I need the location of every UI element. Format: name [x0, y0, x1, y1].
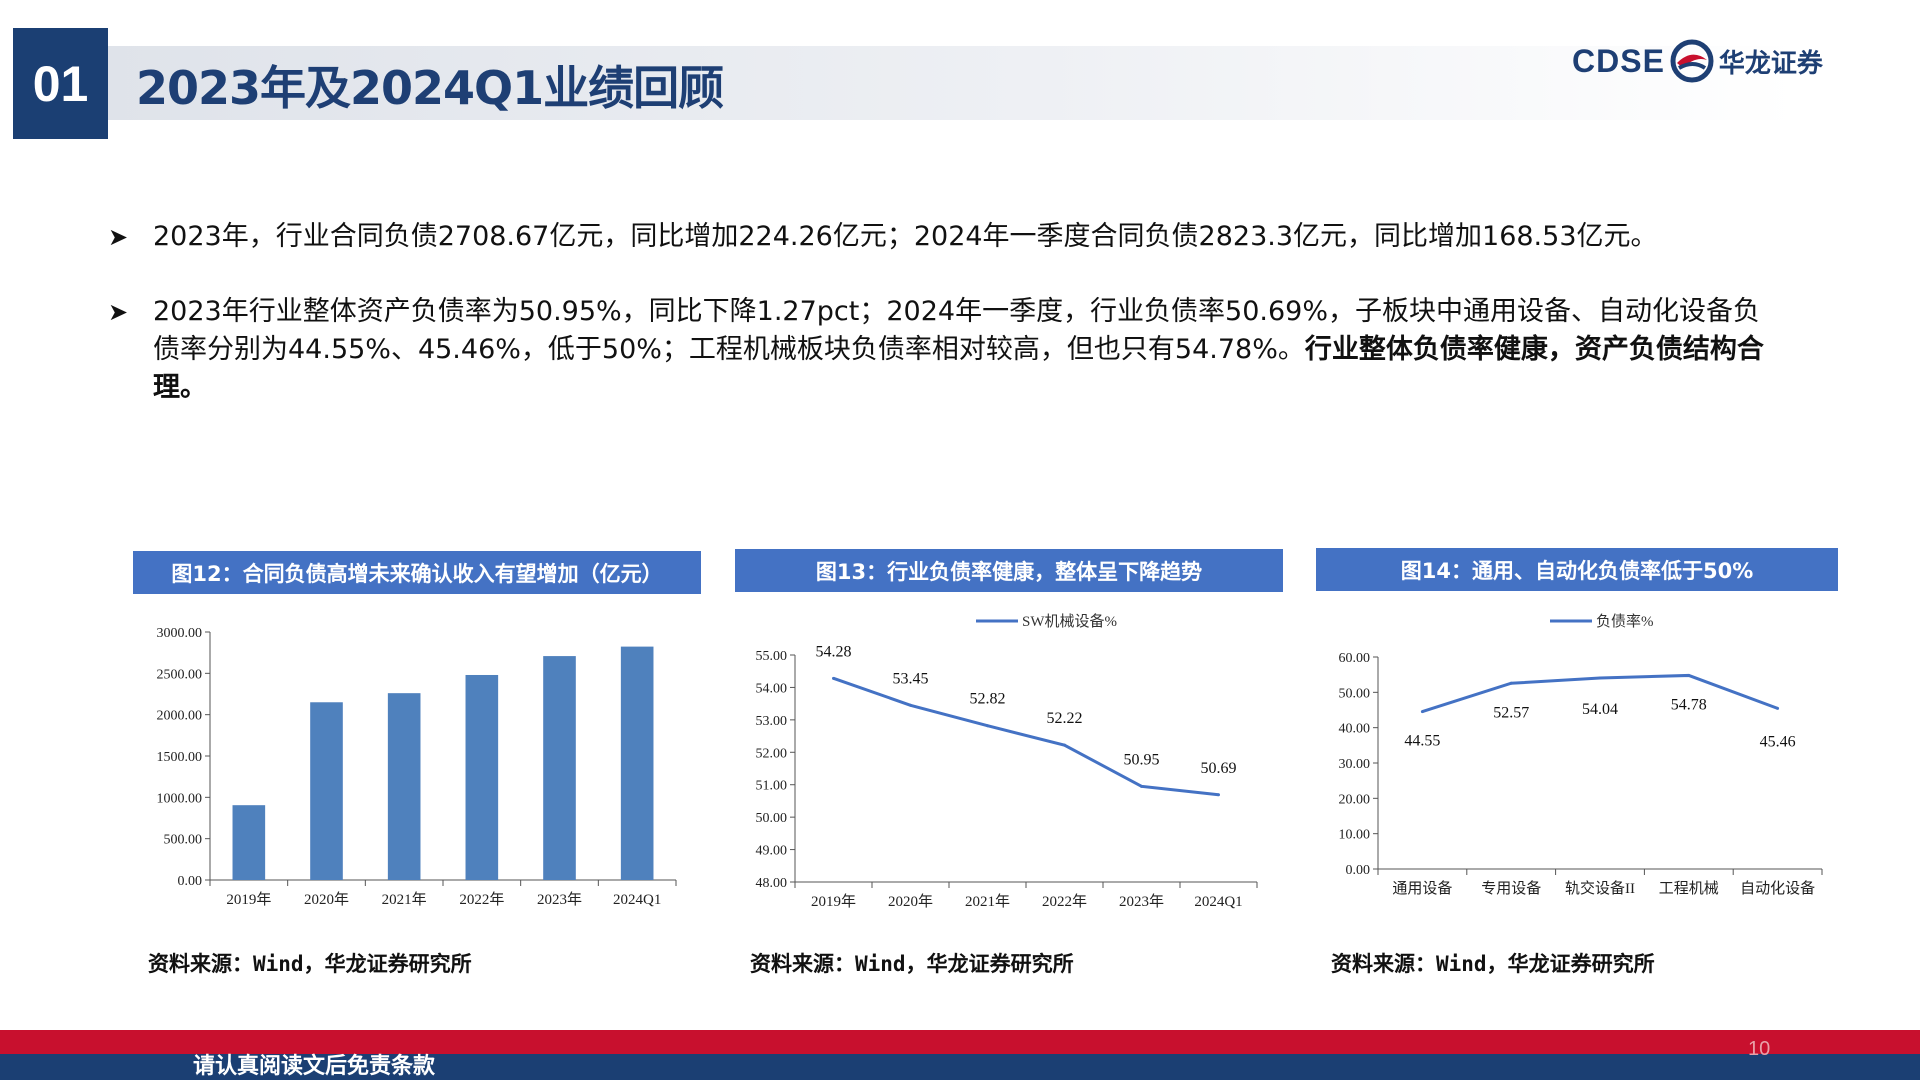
- y-tick-label: 51.00: [756, 779, 788, 794]
- x-tick-label: 2022年: [1042, 893, 1087, 910]
- data-label: 54.04: [1582, 701, 1618, 718]
- figure-source: 资料来源：Wind，华龙证券研究所: [1331, 952, 1655, 976]
- y-tick-label: 20.00: [1339, 792, 1371, 807]
- x-tick-label: 通用设备: [1392, 880, 1452, 897]
- disclaimer-link[interactable]: 请认真阅读文后免责条款: [193, 1054, 436, 1079]
- y-tick-label: 30.00: [1339, 757, 1371, 772]
- y-tick-label: 10.00: [1339, 828, 1371, 843]
- data-point: [1598, 676, 1602, 680]
- x-tick-label: 2023年: [1119, 893, 1164, 910]
- bar: [465, 674, 499, 880]
- data-point: [1509, 681, 1513, 685]
- title-band: [108, 46, 1798, 120]
- y-tick-label: 50.00: [1339, 686, 1371, 701]
- data-label: 53.45: [893, 670, 929, 687]
- bullet-item: ➤ 2023年，行业合同负债2708.67亿元，同比增加224.26亿元；202…: [108, 218, 1768, 256]
- y-tick-label: 1500.00: [157, 750, 203, 765]
- page-number: 10: [1748, 1038, 1771, 1060]
- y-tick-label: 60.00: [1339, 651, 1371, 666]
- line-chart-industry-debt-ratio: 48.00 49.00 50.00 51.00 52.00 53.00 54.00 55.00…: [756, 613, 1258, 910]
- x-tick-label: 2023年: [537, 891, 582, 908]
- y-tick-label: 48.00: [756, 876, 788, 891]
- x-tick-label: 专用设备: [1481, 880, 1541, 897]
- data-label: 54.78: [1671, 696, 1707, 713]
- y-tick-label: 49.00: [756, 844, 788, 859]
- figure-title: 图13：行业负债率健康，整体呈下降趋势: [735, 549, 1283, 592]
- figure-source: 资料来源：Wind，华龙证券研究所: [750, 952, 1074, 976]
- bullet-bold-text: 行业整体负债率健康，资产负债结构合理。: [153, 334, 1764, 403]
- x-tick-label: 2019年: [226, 891, 271, 908]
- bar-chart-contract-liabilities: 0.00 500.00 1000.00 1500.00 2000.00 2500.00 30…: [157, 626, 677, 908]
- y-tick-label: 40.00: [1339, 722, 1371, 737]
- data-label: 50.69: [1201, 760, 1237, 777]
- y-tick-label: 3000.00: [157, 626, 203, 641]
- x-tick-label: 自动化设备: [1740, 880, 1815, 897]
- y-tick-label: 2000.00: [157, 709, 203, 724]
- data-label: 44.55: [1404, 733, 1440, 750]
- y-tick-label: 55.00: [756, 649, 788, 664]
- x-tick-label: 2022年: [459, 891, 504, 908]
- legend-label: 负债率%: [1596, 613, 1654, 630]
- data-label: 45.46: [1760, 733, 1796, 750]
- bullet-text: 2023年，行业合同负债2708.67亿元，同比增加224.26亿元；2024年…: [153, 221, 1658, 252]
- bullet-list: ➤ 2023年，行业合同负债2708.67亿元，同比增加224.26亿元；202…: [108, 218, 1768, 444]
- data-point: [1687, 673, 1691, 677]
- data-point: [1420, 710, 1424, 714]
- cdse-logo-icon: [1670, 39, 1714, 83]
- x-tick-label: 2024Q1: [1194, 894, 1242, 910]
- data-point: [1217, 793, 1220, 797]
- y-tick-label: 1000.00: [157, 791, 203, 806]
- figure-title: 图12：合同负债高增未来确认收入有望增加（亿元）: [133, 551, 701, 594]
- data-point: [909, 703, 912, 707]
- data-label: 52.82: [970, 691, 1006, 708]
- y-tick-label: 52.00: [756, 746, 788, 761]
- data-label: 54.28: [816, 643, 852, 660]
- data-point: [1063, 743, 1066, 747]
- y-tick-label: 0.00: [1346, 863, 1371, 878]
- footer-red-band: [0, 1030, 1920, 1054]
- data-point: [832, 676, 835, 680]
- figure-source: 资料来源：Wind，华龙证券研究所: [148, 952, 472, 976]
- x-tick-label: 2021年: [382, 891, 427, 908]
- company-logo: CDSE 华龙证券: [1572, 38, 1823, 84]
- x-tick-label: 2019年: [811, 893, 856, 910]
- x-tick-label: 轨交设备II: [1565, 879, 1635, 897]
- series-line: [833, 676, 1219, 797]
- y-tick-label: 2500.00: [157, 667, 203, 682]
- bullet-item: ➤ 2023年行业整体资产负债率为50.95%，同比下降1.27pct；2024…: [108, 293, 1768, 407]
- x-tick-label: 2024Q1: [613, 892, 661, 908]
- y-tick-label: 500.00: [164, 833, 203, 848]
- data-label: 50.95: [1124, 751, 1160, 768]
- logo-text-cn: 华龙证券: [1718, 48, 1823, 79]
- data-point: [986, 724, 989, 728]
- data-label: 52.22: [1047, 710, 1083, 727]
- line-chart-subsector-debt-ratio: 0.00 10.00 20.00 30.00 40.00 50.00 60.00 通用设备 专用…: [1339, 613, 1823, 897]
- y-tick-label: 0.00: [178, 874, 203, 889]
- y-tick-label: 54.00: [756, 681, 788, 696]
- figure-title: 图14：通用、自动化负债率低于50%: [1316, 548, 1838, 591]
- bar: [387, 693, 421, 880]
- bullet-text: 2023年行业整体资产负债率为50.95%，同比下降1.27pct；2024年一…: [153, 296, 1761, 365]
- y-tick-label: 53.00: [756, 714, 788, 729]
- x-tick-label: 2020年: [888, 893, 933, 910]
- bar: [543, 656, 576, 880]
- data-point: [1140, 784, 1143, 788]
- x-tick-label: 2021年: [965, 893, 1010, 910]
- y-tick-label: 50.00: [756, 811, 788, 826]
- bar: [620, 646, 654, 880]
- logo-text-en: CDSE: [1572, 42, 1665, 79]
- section-number: 01: [13, 28, 108, 139]
- arrowhead-bullet-icon: ➤: [108, 223, 129, 251]
- x-tick-label: 2020年: [304, 891, 349, 908]
- x-tick-label: 工程机械: [1659, 880, 1719, 897]
- arrowhead-bullet-icon: ➤: [108, 298, 129, 326]
- data-point: [1776, 706, 1780, 710]
- legend-label: SW机械设备%: [1022, 613, 1117, 630]
- page-title: 2023年及2024Q1业绩回顾: [136, 61, 724, 115]
- footer-blue-band: [0, 1054, 1920, 1080]
- bar: [310, 702, 343, 880]
- data-label: 52.57: [1493, 704, 1529, 721]
- bar: [232, 805, 266, 880]
